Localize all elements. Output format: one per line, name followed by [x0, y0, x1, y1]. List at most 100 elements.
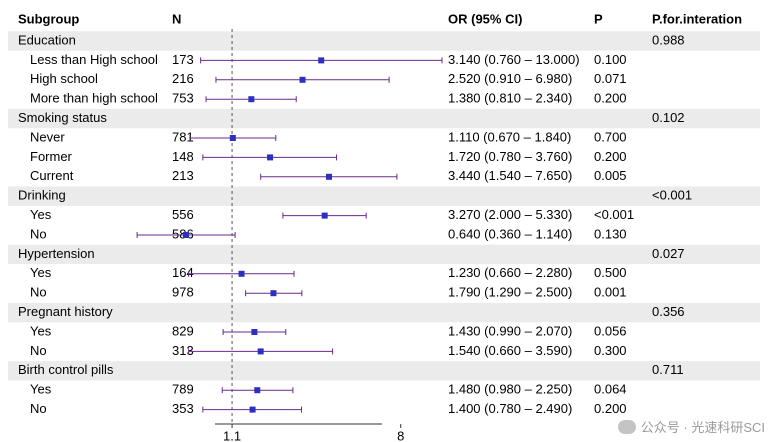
n-value: 216	[172, 71, 194, 86]
p-value: 0.064	[594, 382, 627, 397]
or-point	[321, 212, 328, 219]
p-value: 0.005	[594, 168, 627, 183]
p-interaction-value: 0.356	[652, 304, 685, 319]
subgroup-label: Yes	[30, 265, 52, 280]
n-value: 753	[172, 91, 194, 106]
or-point	[257, 348, 264, 355]
subgroup-label: Yes	[30, 382, 52, 397]
or-point	[183, 232, 190, 238]
x-tick-label: 8	[397, 428, 404, 442]
p-value: 0.200	[594, 91, 627, 106]
p-value: 0.500	[594, 265, 627, 280]
n-value: 556	[172, 207, 194, 222]
subgroup-label: Never	[30, 129, 65, 144]
or-point	[251, 329, 258, 335]
or-point	[267, 154, 274, 161]
or-ci-text: 1.540 (0.660 – 3.590)	[448, 343, 572, 358]
p-interaction-value: 0.988	[652, 32, 685, 47]
x-tick-label: 1.1	[223, 428, 241, 442]
p-value: 0.071	[594, 71, 627, 86]
p-value: 0.700	[594, 129, 627, 144]
subgroup-label: Current	[30, 168, 74, 183]
p-interaction-value: 0.711	[652, 362, 684, 377]
group-label: Education	[18, 32, 76, 47]
header-n: N	[172, 11, 181, 26]
or-ci-text: 1.480 (0.980 – 2.250)	[448, 382, 572, 397]
group-label: Drinking	[18, 188, 66, 203]
or-point	[238, 270, 245, 277]
group-label: Hypertension	[18, 246, 95, 261]
n-value: 173	[172, 52, 194, 67]
or-ci-text: 3.140 (0.760 – 13.000)	[448, 52, 580, 67]
or-point	[249, 406, 256, 413]
subgroup-label: Yes	[30, 323, 52, 338]
n-value: 978	[172, 285, 194, 300]
or-ci-text: 1.110 (0.670 – 1.840)	[448, 129, 571, 144]
p-value: 0.130	[594, 226, 627, 241]
p-value: 0.056	[594, 323, 627, 338]
wechat-icon	[617, 419, 636, 434]
group-band	[8, 361, 760, 381]
or-point	[254, 387, 261, 394]
or-ci-text: 1.720 (0.780 – 3.760)	[448, 149, 572, 164]
p-value: 0.100	[594, 52, 627, 67]
subgroup-label: Former	[30, 149, 73, 164]
n-value: 213	[172, 168, 194, 183]
p-interaction-value: 0.027	[652, 246, 685, 261]
n-value: 781	[172, 129, 194, 144]
or-ci-text: 3.270 (2.000 – 5.330)	[448, 207, 572, 222]
n-value: 164	[172, 265, 194, 280]
or-point	[325, 173, 332, 180]
group-band	[8, 186, 760, 206]
or-point	[248, 96, 255, 103]
subgroup-label: High school	[30, 71, 98, 86]
or-ci-text: 3.440 (1.540 – 7.650)	[448, 168, 572, 183]
n-value: 353	[172, 401, 194, 416]
p-value: <0.001	[594, 207, 634, 222]
group-label: Birth control pills	[18, 362, 114, 377]
or-ci-text: 1.790 (1.290 – 2.500)	[448, 285, 572, 300]
or-ci-text: 1.230 (0.660 – 2.280)	[448, 265, 572, 280]
p-value: 0.200	[594, 149, 627, 164]
n-value: 148	[172, 149, 194, 164]
subgroup-label: Less than High school	[30, 52, 158, 67]
p-interaction-value: <0.001	[652, 188, 692, 203]
header-p-interaction: P.for.interation	[652, 11, 742, 26]
p-value: 0.001	[594, 285, 627, 300]
or-point	[318, 57, 325, 64]
header-subgroup: Subgroup	[18, 11, 79, 26]
p-interaction-value: 0.102	[652, 110, 685, 125]
group-band	[8, 31, 760, 51]
group-band	[8, 244, 760, 265]
subgroup-label: No	[30, 285, 47, 300]
p-value: 0.200	[594, 401, 627, 416]
subgroup-label: No	[30, 226, 47, 241]
watermark-text: 公众号 · 光速科研SCI	[640, 420, 765, 435]
n-value: 829	[172, 323, 194, 338]
or-ci-text: 1.380 (0.810 – 2.340)	[448, 91, 572, 106]
subgroup-label: Yes	[30, 207, 52, 222]
or-point	[229, 135, 236, 141]
or-point	[270, 290, 277, 297]
p-value: 0.300	[594, 343, 627, 358]
or-ci-text: 0.640 (0.360 – 1.140)	[448, 226, 572, 241]
or-ci-text: 1.430 (0.990 – 2.070)	[448, 323, 572, 338]
n-value: 586	[172, 226, 194, 241]
subgroup-label: More than high school	[30, 91, 158, 106]
group-band	[8, 302, 760, 323]
watermark: 公众号 · 光速科研SCI	[617, 417, 765, 436]
subgroup-label: No	[30, 401, 47, 416]
group-label: Smoking status	[18, 110, 107, 125]
n-value: 313	[172, 343, 194, 358]
n-value: 789	[172, 382, 194, 397]
or-point	[299, 76, 306, 83]
header-p: P	[594, 11, 603, 26]
or-ci-text: 2.520 (0.910 – 6.980)	[448, 71, 572, 86]
header-or-ci: OR (95% CI)	[448, 11, 522, 26]
group-band	[8, 108, 760, 129]
or-ci-text: 1.400 (0.780 – 2.490)	[448, 401, 572, 416]
subgroup-label: No	[30, 343, 47, 358]
group-label: Pregnant history	[18, 304, 113, 319]
